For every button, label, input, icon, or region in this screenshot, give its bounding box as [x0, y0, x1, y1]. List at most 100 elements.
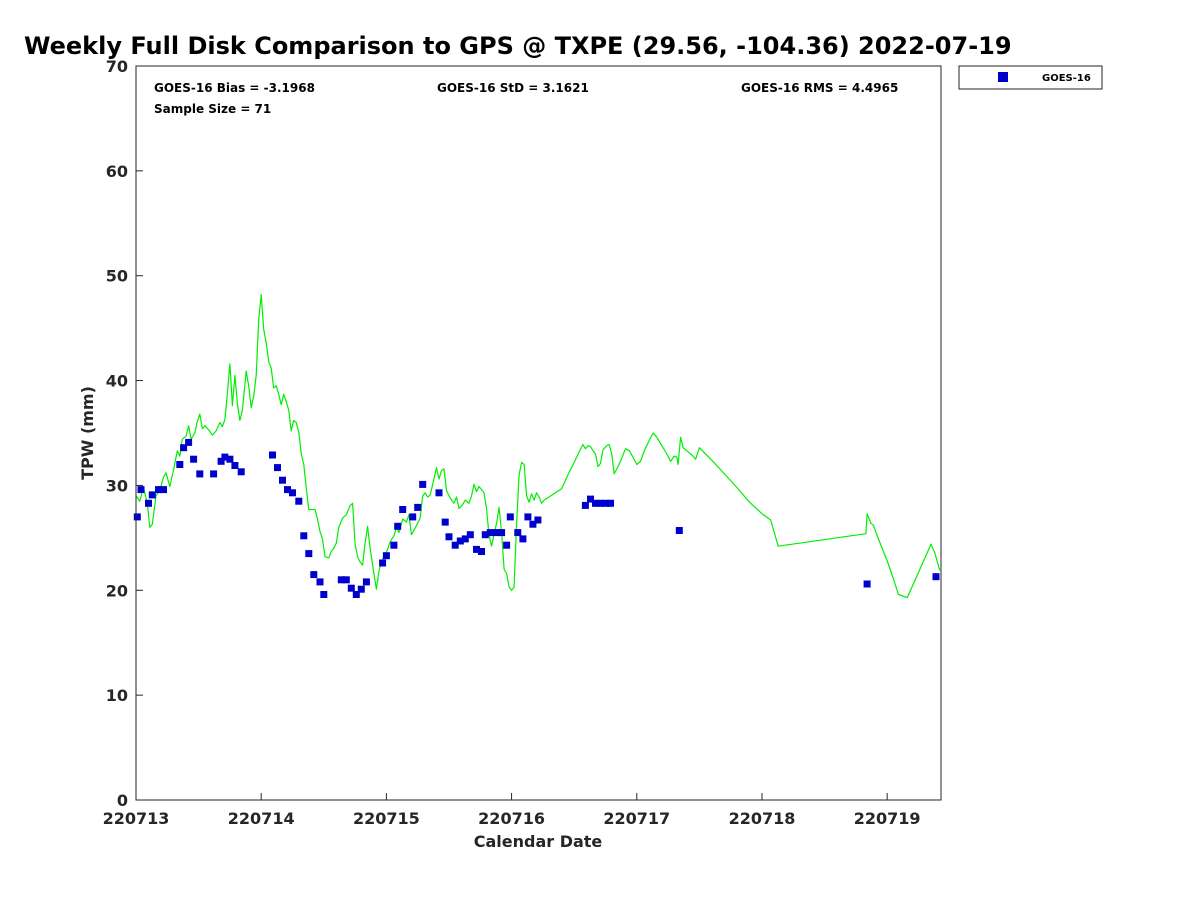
- goes-16-point: [269, 451, 276, 459]
- goes-16-point: [274, 464, 281, 472]
- goes-16-point: [519, 535, 527, 543]
- legend: GOES-16: [958, 65, 1103, 90]
- goes-16-point: [441, 518, 449, 526]
- y-tick-label: 10: [106, 686, 128, 705]
- goes-16-point: [481, 531, 489, 539]
- goes-16-point: [362, 578, 370, 586]
- goes-16-point: [155, 486, 162, 494]
- goes-16-point: [382, 552, 390, 560]
- goes-16-point: [529, 520, 537, 528]
- goes-16-point: [160, 486, 167, 494]
- goes-16-point: [347, 584, 355, 592]
- goes-16-point: [210, 470, 218, 478]
- goes-16-point: [176, 461, 184, 468]
- goes-16-point: [133, 513, 141, 521]
- goes-16-point: [932, 573, 940, 581]
- goes-16-point: [435, 489, 443, 497]
- goes-16-point: [284, 486, 291, 494]
- goes-16-point: [231, 462, 239, 469]
- goes-16-point: [300, 532, 308, 540]
- goes-16-point: [337, 576, 345, 584]
- goes-16-point: [352, 591, 360, 598]
- goes-16-point: [148, 491, 156, 499]
- chart-title: Weekly Full Disk Comparison to GPS @ TXP…: [24, 32, 1012, 60]
- goes-16-point: [486, 529, 494, 537]
- goes-16-point: [320, 591, 328, 598]
- x-axis: 220713 220714 220715 220716 220717 220718 2207…: [103, 793, 921, 828]
- goes-16-point: [180, 444, 188, 452]
- y-tick-label: 60: [106, 162, 128, 181]
- goes-16-point: [379, 559, 387, 567]
- goes-16-point: [217, 457, 225, 465]
- y-tick-label: 30: [106, 476, 128, 495]
- goes-16-point: [587, 495, 594, 503]
- legend-box: [958, 65, 1103, 90]
- std-stat: GOES-16 StD = 3.1621: [437, 81, 589, 95]
- goes-16-point: [514, 529, 522, 537]
- goes-16-point: [394, 522, 402, 530]
- goes-16-point: [310, 571, 318, 579]
- goes-16-point: [863, 580, 871, 588]
- goes-16-point: [506, 513, 514, 521]
- y-tick-label: 70: [106, 57, 128, 76]
- goes-16-point: [419, 480, 427, 488]
- goes-16-point: [675, 527, 683, 534]
- x-tick-label: 220714: [228, 809, 295, 828]
- goes-16-point: [414, 503, 422, 511]
- goes-16-point: [534, 516, 542, 524]
- goes-16-point: [493, 529, 501, 537]
- goes-16-series: [133, 438, 940, 598]
- y-tick-label: 50: [106, 267, 128, 286]
- sample-size-stat: Sample Size = 71: [154, 102, 271, 116]
- goes-16-point: [478, 548, 485, 555]
- goes-16-point: [466, 531, 474, 539]
- gps-series: [135, 294, 941, 599]
- goes-16-point: [196, 470, 204, 478]
- goes-16-point: [390, 541, 398, 549]
- x-tick-label: 220713: [103, 809, 170, 828]
- goes-16-point: [145, 499, 152, 507]
- goes-16-point: [451, 541, 459, 549]
- goes-16-point: [602, 499, 609, 507]
- goes-16-point: [473, 545, 480, 553]
- bias-stat: GOES-16 Bias = -3.1968: [154, 81, 315, 95]
- x-tick-label: 220715: [353, 809, 420, 828]
- goes-16-point: [237, 468, 245, 476]
- x-tick-label: 220717: [603, 809, 670, 828]
- y-tick-label: 20: [106, 581, 128, 600]
- y-axis-label: TPW (mm): [78, 386, 97, 480]
- goes-16-point: [445, 533, 453, 541]
- goes-16-point: [399, 506, 407, 513]
- y-tick-label: 40: [106, 372, 128, 391]
- goes-16-point: [289, 489, 296, 497]
- goes-16-point: [316, 578, 324, 586]
- gps-line: [135, 294, 941, 599]
- x-tick-label: 220718: [729, 809, 796, 828]
- x-tick-label: 220716: [478, 809, 545, 828]
- goes-16-point: [342, 576, 350, 584]
- goes-16-point: [581, 501, 589, 509]
- goes-16-point: [524, 513, 532, 521]
- goes-16-point: [409, 513, 417, 521]
- y-axis: 0 10 20 30 40 50 60 70: [106, 57, 143, 810]
- goes-16-point: [305, 550, 313, 558]
- goes-16-point: [597, 499, 604, 507]
- goes-16-point: [185, 438, 193, 446]
- goes-16-point: [461, 535, 469, 543]
- rms-stat: GOES-16 RMS = 4.4965: [741, 81, 898, 95]
- goes-16-point: [592, 499, 599, 507]
- goes-16-point: [607, 499, 614, 507]
- x-axis-label: Calendar Date: [474, 832, 603, 851]
- goes-16-point: [221, 453, 229, 461]
- goes-16-point: [226, 455, 234, 463]
- x-tick-label: 220719: [854, 809, 921, 828]
- goes-16-point: [137, 486, 145, 494]
- y-tick-label: 0: [117, 791, 128, 810]
- legend-marker-goes-16: [998, 72, 1008, 82]
- goes-16-point: [295, 497, 303, 505]
- goes-16-point: [279, 476, 286, 484]
- plot-area: [135, 65, 942, 801]
- legend-label-goes-16: GOES-16: [1042, 73, 1091, 84]
- goes-16-point: [456, 537, 464, 545]
